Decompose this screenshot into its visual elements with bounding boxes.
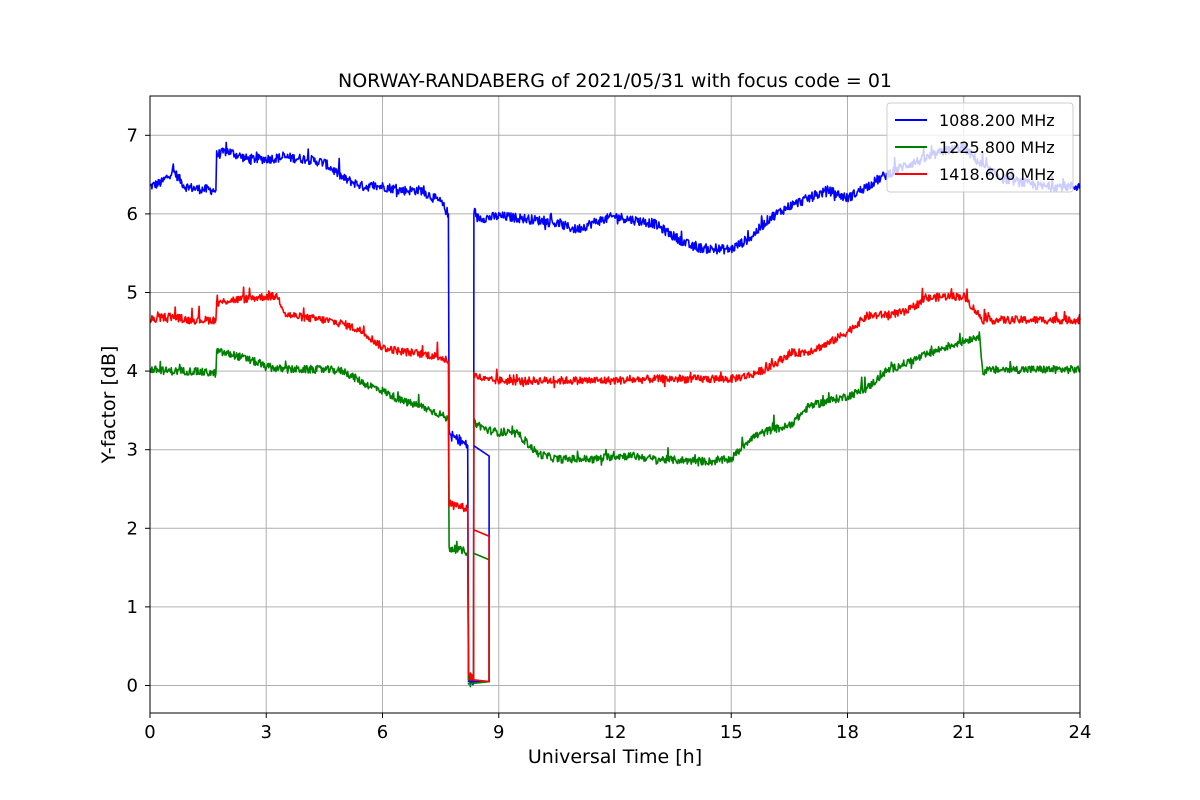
legend-label: 1225.800 MHz: [939, 138, 1055, 157]
legend-label: 1088.200 MHz: [939, 111, 1055, 130]
legend-entries: 1088.200 MHz 1225.800 MHz 1418.606 MHz: [895, 111, 1055, 184]
x-tick-label: 0: [144, 722, 155, 743]
y-tick-label: 6: [127, 204, 138, 225]
gap-segment-2: [467, 552, 490, 685]
x-tick-label: 21: [952, 722, 975, 743]
x-tick-label: 15: [720, 722, 743, 743]
series-line-3: [149, 286, 1081, 681]
y-tick-label: 5: [127, 282, 138, 303]
x-tick-label: 18: [836, 722, 859, 743]
gap-segment-1: [467, 445, 490, 683]
y-tick-label: 0: [127, 675, 138, 696]
y-tick-label: 2: [127, 518, 138, 539]
y-tick-label: 4: [127, 361, 138, 382]
y-tick-label: 7: [127, 125, 138, 146]
legend: 1088.200 MHz 1225.800 MHz 1418.606 MHz: [886, 102, 1074, 193]
legend-label: 1418.606 MHz: [939, 165, 1055, 184]
x-tick-label: 12: [604, 722, 627, 743]
x-tick-label: 3: [261, 722, 272, 743]
grid: [149, 96, 1081, 713]
x-axis-title: Universal Time [h]: [528, 746, 702, 768]
series-line-2: [149, 331, 1081, 688]
gap-segment-3: [467, 529, 490, 683]
y-axis-title: Y-factor [dB]: [98, 346, 120, 465]
x-tick-label: 9: [493, 722, 504, 743]
legend-box: [886, 102, 1074, 193]
y-tick-label: 3: [127, 440, 138, 461]
x-tick-label: 6: [377, 722, 388, 743]
x-tick-label: 24: [1069, 722, 1092, 743]
y-tick-label: 1: [127, 597, 138, 618]
chart-title: NORWAY-RANDABERG of 2021/05/31 with focu…: [338, 70, 892, 92]
